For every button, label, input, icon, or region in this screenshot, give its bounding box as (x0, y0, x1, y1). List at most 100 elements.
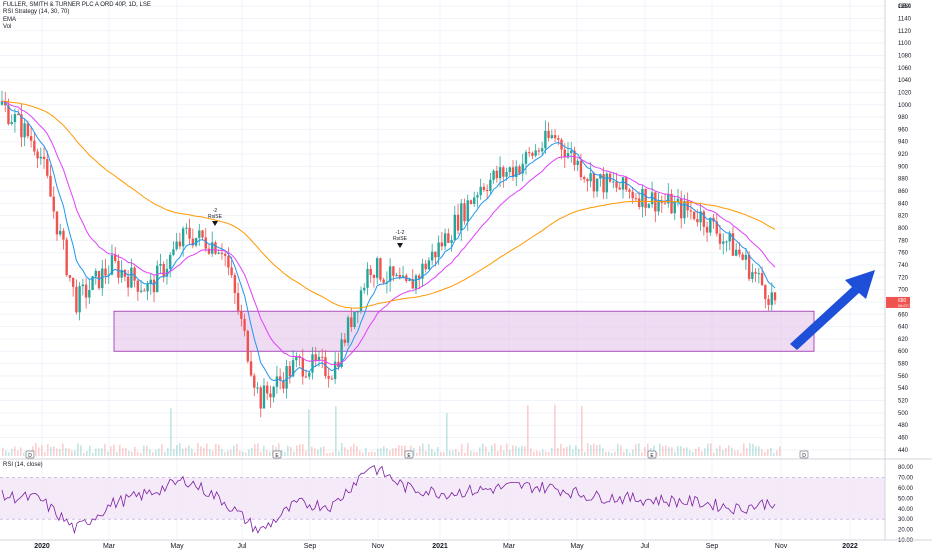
candle-body (149, 279, 152, 285)
price-tick: 440 (898, 448, 909, 454)
price-tick: 880 (898, 177, 909, 183)
candle-body (482, 186, 486, 190)
volume-bar (200, 446, 202, 456)
candle-body (647, 204, 651, 208)
candle-body (702, 211, 706, 227)
candle-body (421, 263, 424, 279)
volume-bar (170, 408, 172, 456)
volume-bar (209, 449, 211, 456)
candle-body (223, 253, 227, 256)
volume-bar (449, 450, 451, 456)
volume-bar (734, 450, 736, 456)
candle-body (94, 270, 97, 277)
candle-body (722, 241, 725, 244)
volume-bar (386, 448, 388, 456)
candle-body (246, 330, 250, 362)
candle-body (295, 356, 298, 361)
event-marker-label: E (650, 453, 654, 459)
candle-body (13, 114, 17, 123)
candle-body (754, 272, 757, 274)
rsi-tick: 70.00 (898, 476, 914, 482)
candle-body (663, 202, 667, 204)
candle-body (673, 201, 676, 214)
candle-body (411, 279, 414, 289)
volume-bar (77, 443, 79, 456)
volume-bar (140, 452, 142, 456)
volume-bar (578, 449, 580, 456)
candle-body (204, 237, 207, 249)
candle-body (537, 150, 541, 152)
price-tick: 1060 (898, 66, 912, 72)
volume-bar (752, 443, 754, 456)
candle-body (466, 200, 469, 222)
candle-body (566, 153, 570, 158)
volume-bar (446, 412, 448, 456)
candle-body (453, 214, 457, 241)
chart-legend: FULLER, SMITH & TURNER PLC A ORD 40P, 1D… (3, 2, 151, 32)
volume-bar (299, 444, 301, 456)
candle-body (181, 228, 185, 247)
volume-bar (659, 443, 661, 456)
candle-body (175, 241, 178, 250)
volume-bar (557, 447, 559, 456)
volume-bar (290, 446, 292, 456)
volume-bar (617, 443, 619, 456)
candle-body (269, 393, 272, 398)
candle-body (308, 372, 311, 377)
candle-body (311, 354, 314, 373)
candle-body (621, 177, 625, 190)
volume-bar (719, 445, 721, 456)
volume-bar (59, 448, 61, 456)
candle-body (353, 311, 356, 327)
candle-body (343, 339, 347, 343)
volume-bar (5, 450, 7, 456)
volume-bar (65, 448, 67, 456)
candle-body (485, 189, 489, 192)
volume-bar (494, 443, 496, 456)
candle-body (52, 196, 55, 212)
candle-body (256, 387, 259, 389)
volume-bar (443, 452, 445, 456)
candle-body (62, 230, 65, 240)
candle-body (773, 292, 777, 301)
price-tick: 560 (898, 374, 909, 380)
candle-body (414, 275, 418, 289)
volume-bar (161, 443, 163, 456)
time-tick: Sep (304, 543, 317, 550)
volume-bar (458, 451, 460, 456)
volume-bar (68, 448, 70, 456)
candle-body (557, 138, 560, 140)
volume-bar (767, 449, 769, 456)
volume-bar (677, 445, 679, 456)
volume-bar (392, 448, 394, 456)
signal-label: -1-2 (396, 230, 405, 236)
price-tick: 840 (898, 201, 909, 207)
candle-body (4, 101, 7, 106)
candle-body (136, 280, 140, 292)
volume-bar (254, 444, 256, 456)
candle-body (734, 249, 738, 256)
candle-body (473, 197, 476, 204)
candle-body (42, 156, 46, 160)
price-tick: 480 (898, 423, 909, 429)
candle-body (29, 136, 33, 141)
volume-bar (629, 452, 631, 456)
volume-bar (116, 452, 118, 456)
candle-body (398, 274, 402, 279)
volume-bar (773, 452, 775, 456)
price-tick: 660 (898, 312, 909, 318)
volume-bar (437, 447, 439, 456)
volume-bar (119, 444, 121, 456)
candle-body (198, 230, 201, 238)
candle-body (463, 203, 466, 222)
volume-bar (488, 451, 490, 456)
price-tick: 520 (898, 399, 909, 405)
ema-mid-line (1, 100, 776, 366)
volume-bar (779, 446, 781, 456)
candle-body (553, 135, 557, 139)
candle-body (718, 233, 722, 244)
candle-body (49, 175, 52, 197)
time-tick: May (170, 543, 184, 550)
candle-body (324, 357, 327, 377)
candle-body (68, 275, 72, 278)
